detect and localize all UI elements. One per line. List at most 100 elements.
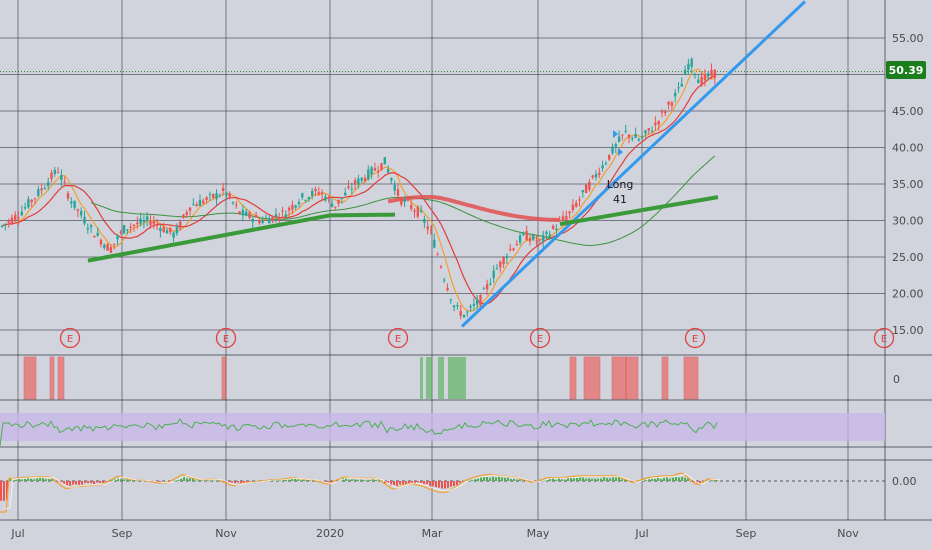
macd-histogram-bar — [486, 477, 488, 481]
support-trendline-mid[interactable] — [329, 212, 396, 218]
candle-body — [624, 130, 627, 132]
candle-body — [703, 73, 707, 81]
candle-body — [419, 210, 423, 212]
macd-histogram-bar — [30, 478, 32, 481]
uptrend-line[interactable] — [460, 0, 807, 328]
candle-body — [27, 199, 30, 208]
macd-histogram-bar — [681, 476, 683, 481]
candle-body — [594, 174, 598, 178]
macd-histogram-bar — [309, 480, 311, 481]
candle-body — [202, 200, 205, 204]
candle-body — [4, 223, 7, 225]
macd-histogram-bar — [81, 481, 83, 485]
macd-histogram-bar — [105, 481, 107, 482]
macd-histogram-bar — [513, 478, 515, 481]
macd-histogram-bar — [303, 479, 305, 481]
macd-histogram-bar — [294, 478, 296, 481]
candle-body — [608, 154, 611, 160]
macd-histogram-bar — [384, 481, 386, 484]
candle-body — [581, 190, 584, 193]
macd-histogram-bar — [609, 478, 611, 481]
macd-histogram-bar — [231, 481, 233, 483]
candle-body — [225, 192, 228, 196]
trendlines[interactable] — [87, 0, 807, 328]
candle-body — [314, 188, 317, 192]
candle-body — [687, 63, 690, 70]
candle-body — [518, 235, 522, 243]
macd-histogram-bar — [87, 481, 89, 484]
macd-histogram-bar — [63, 481, 65, 484]
macd-histogram-bar — [111, 479, 113, 481]
macd-histogram-bar — [18, 478, 20, 481]
candle-body — [538, 239, 542, 241]
candle-body — [169, 227, 172, 233]
macd-histogram-bar — [324, 481, 326, 483]
candlesticks — [0, 57, 716, 320]
candle-body — [670, 102, 674, 106]
candle-body — [86, 228, 89, 230]
macd-histogram-bar — [516, 479, 518, 481]
candle-body — [561, 216, 565, 220]
candle-body — [268, 218, 271, 224]
earnings-marker[interactable] — [873, 327, 895, 349]
candle-body — [693, 73, 697, 76]
macd-histogram-bar — [606, 478, 608, 481]
candle-body — [525, 231, 528, 241]
macd-histogram-bar — [210, 480, 212, 481]
earnings-marker[interactable] — [684, 327, 706, 349]
candle-body — [195, 204, 198, 207]
macd-histogram-bar — [714, 479, 716, 481]
macd-histogram-bar — [573, 478, 575, 481]
macd-histogram-bar — [66, 481, 68, 486]
candle-body — [320, 192, 324, 195]
macd-histogram-bar — [654, 479, 656, 481]
candle-body — [505, 256, 509, 259]
candle-body — [429, 229, 433, 231]
candle-body — [344, 192, 347, 196]
macd-histogram-bar — [390, 481, 392, 486]
candle-body — [99, 239, 103, 245]
macd-histogram-bar — [564, 479, 566, 481]
macd-histogram-bar — [711, 479, 713, 481]
macd-histogram-bar — [93, 481, 95, 485]
earnings-marker[interactable] — [387, 327, 409, 349]
candle-body — [667, 101, 670, 105]
candle-body — [258, 220, 261, 224]
signal-zero-label: 0 — [893, 373, 900, 386]
support-trendline-left[interactable] — [87, 213, 331, 263]
candle-body — [456, 305, 459, 307]
candle-body — [10, 217, 14, 224]
candle-body — [185, 212, 188, 215]
candle-body — [627, 134, 631, 138]
candle-body — [278, 218, 281, 221]
earnings-marker[interactable] — [529, 327, 551, 349]
long-annotation[interactable]: Long 41 — [607, 178, 634, 206]
macd-histogram-bar — [477, 478, 479, 481]
candle-body — [350, 188, 353, 190]
candle-body — [601, 165, 604, 169]
candle-body — [30, 199, 33, 203]
macd-histogram-bar — [327, 481, 329, 483]
macd-histogram-bar — [621, 479, 623, 481]
candle-body — [515, 244, 518, 246]
candle-body — [426, 226, 429, 230]
macd-histogram-bar — [480, 477, 482, 481]
candle-body — [393, 185, 396, 191]
time-tick-label: Nov — [837, 527, 859, 540]
earnings-marker[interactable] — [215, 327, 237, 349]
candle-body — [304, 200, 307, 202]
support-trendline-right[interactable] — [559, 195, 719, 227]
candle-body — [291, 205, 294, 210]
candle-body — [205, 197, 208, 200]
candle-body — [367, 169, 370, 180]
candle-body — [287, 207, 291, 211]
candle-body — [522, 232, 525, 236]
candle-body — [179, 221, 182, 229]
macd-histogram-bar — [645, 479, 647, 481]
earnings-marker[interactable] — [59, 327, 81, 349]
macd-histogram-bar — [504, 477, 506, 481]
macd-histogram-bar — [288, 479, 290, 481]
